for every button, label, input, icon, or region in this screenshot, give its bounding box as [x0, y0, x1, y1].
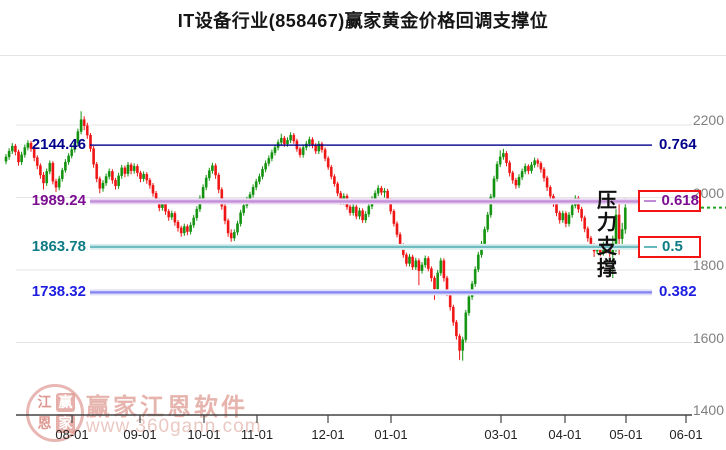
fib-badge-0.5: 0.5 [638, 235, 701, 258]
up-candle-bodies [4, 119, 627, 351]
down-candle-wicks [14, 116, 620, 360]
fib-dash-icon [644, 245, 657, 248]
seal-character: 江 [37, 394, 52, 410]
x-axis-label: 06-01 [669, 427, 703, 442]
x-axis-label: 08-01 [55, 427, 89, 442]
y-axis-label: 1600 [692, 329, 724, 346]
level-price-label: 2144.46 [31, 136, 86, 154]
y-axis-label: 2200 [692, 112, 724, 128]
x-axis-label: 12-01 [311, 427, 345, 442]
level-price-label: 1989.24 [31, 192, 86, 210]
gann-seal-logo: 江赢恩家 [26, 384, 84, 442]
level-price-label: 1863.78 [31, 237, 86, 255]
y-axis-label: 1400 [692, 402, 724, 418]
watermark-brand: 赢家江恩软件 [86, 394, 248, 421]
seal-character: 赢 [56, 393, 75, 412]
x-axis-label: 04-01 [548, 427, 582, 442]
pressure-label: 压力 [597, 190, 618, 235]
title-divider [0, 55, 726, 56]
x-axis-label: 10-01 [187, 427, 221, 442]
support-label: 支撑 [597, 235, 618, 280]
fib-ratio-value: 0.5 [662, 237, 683, 255]
fib-ratio-value: 0.618 [661, 192, 699, 210]
fib-badge-0.618: 0.618 [638, 190, 701, 213]
watermark-url: www.360gann.com [86, 416, 262, 437]
fib-dash-icon [644, 200, 657, 203]
seal-character: 家 [56, 414, 75, 433]
x-axis-label: 05-01 [609, 427, 643, 442]
x-axis-label: 09-01 [123, 427, 157, 442]
x-axis-label: 01-01 [374, 427, 408, 442]
x-axis-label: 03-01 [484, 427, 518, 442]
fib-ratio-label: 0.382 [659, 283, 697, 301]
y-axis-label: 1800 [692, 257, 724, 273]
page-title: IT设备行业(858467)赢家黄金价格回调支撑位 [177, 11, 549, 31]
down-candle-bodies [14, 119, 621, 351]
seal-character: 恩 [37, 415, 52, 431]
level-price-label: 1738.32 [31, 283, 86, 301]
x-axis-label: 11-01 [240, 427, 274, 442]
gann-seal-characters: 江赢恩家 [35, 393, 75, 433]
fib-ratio-label: 0.764 [659, 136, 697, 154]
